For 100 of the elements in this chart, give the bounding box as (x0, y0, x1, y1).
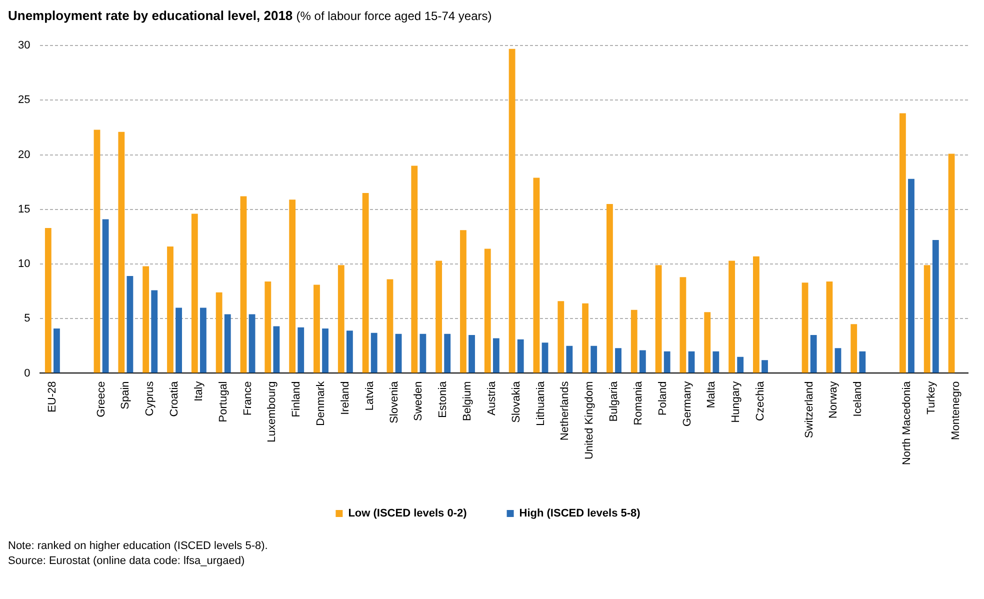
bar (752, 256, 760, 373)
bar (712, 351, 720, 373)
x-tick-label: Estonia (437, 380, 450, 418)
bar (615, 348, 622, 373)
bar (370, 332, 378, 373)
bar (322, 328, 328, 373)
x-tick-label: France (242, 381, 254, 416)
x-tick-label: Sweden (412, 381, 425, 421)
bar (118, 132, 125, 373)
bar (932, 240, 939, 373)
bar (762, 360, 768, 373)
bar (338, 265, 344, 373)
bar (655, 265, 662, 373)
y-tick-label: 15 (18, 203, 30, 216)
bar (44, 228, 52, 373)
bar (680, 277, 686, 373)
y-tick-label: 20 (18, 148, 30, 161)
bar (362, 193, 369, 373)
y-tick-label: 30 (18, 40, 30, 52)
bar (142, 266, 150, 373)
x-tick-label: Poland (656, 381, 669, 416)
bar (126, 276, 134, 373)
bar (460, 230, 466, 373)
bar (273, 326, 280, 373)
bar (314, 284, 320, 373)
chart-subtitle: (% of labour force aged 15-74 years) (296, 9, 492, 23)
bar (639, 350, 646, 373)
bar (224, 314, 231, 373)
bar (533, 178, 540, 373)
bar (386, 279, 394, 373)
bar (664, 351, 670, 373)
x-tick-label: Denmark (315, 380, 328, 426)
bar (248, 314, 256, 373)
bar (264, 281, 272, 373)
legend-label: Low (ISCED levels 0-2) (348, 508, 468, 520)
bar (298, 327, 304, 373)
x-tick-label: North Macedonia (900, 380, 913, 466)
bar (802, 282, 808, 373)
y-tick-label: 25 (18, 94, 30, 106)
bar (948, 154, 955, 373)
x-tick-label: Luxembourg (266, 381, 278, 442)
bar (216, 292, 222, 373)
bar (704, 312, 711, 373)
bar (728, 260, 735, 373)
x-tick-label: Lithuania (534, 380, 547, 426)
bar (558, 301, 564, 373)
bar (411, 166, 418, 373)
x-tick-label: Hungary (730, 380, 742, 423)
bar (566, 346, 573, 373)
bar (436, 260, 442, 373)
bar (834, 348, 842, 373)
bar (908, 178, 914, 373)
bar (484, 248, 491, 373)
x-tick-label: Portugal (217, 381, 230, 422)
bar (289, 200, 296, 373)
bar (859, 351, 866, 373)
bar (420, 334, 426, 373)
bar (826, 281, 833, 373)
x-tick-label: Romania (632, 380, 644, 426)
bar (54, 328, 60, 373)
x-tick-label: Turkey (925, 380, 938, 414)
x-tick-label: Austria (486, 380, 498, 416)
legend-label: High (ISCED levels 5-8) (519, 508, 641, 520)
bar (924, 265, 930, 373)
x-tick-label: Netherlands (559, 380, 572, 441)
y-tick-label: 5 (24, 312, 30, 325)
x-tick-label: Italy (192, 380, 205, 402)
x-tick-label: Bulgaria (608, 380, 620, 422)
x-tick-label: Iceland (852, 381, 864, 417)
x-tick-label: Greece (95, 381, 108, 418)
x-tick-label: Czechia (754, 380, 767, 421)
bar (590, 346, 598, 373)
bar (151, 290, 158, 373)
bar (468, 335, 475, 373)
x-tick-label: Cyprus (144, 380, 156, 416)
x-tick-label: Slovenia (388, 380, 400, 424)
bar (630, 310, 638, 373)
source-note: Source: Eurostat (online data code: lfsa_urgaed) (8, 554, 246, 569)
bar (395, 334, 402, 373)
x-tick-label: United Kingdom (584, 381, 596, 460)
x-tick-label: Switzerland (803, 381, 816, 438)
x-tick-label: Spain (120, 381, 132, 410)
bar (899, 113, 906, 373)
bar (850, 324, 858, 373)
x-tick-label: EU-28 (46, 381, 58, 412)
x-tick-label: Ireland (339, 381, 352, 415)
x-tick-label: Germany (681, 380, 694, 426)
bar (176, 308, 182, 373)
bar (737, 356, 744, 373)
x-tick-label: Slovakia (510, 380, 522, 423)
bar (492, 338, 500, 373)
chart-title: Unemployment rate by educational level, 2018 (8, 8, 293, 23)
bar (444, 334, 451, 373)
bar (102, 219, 109, 373)
bar (688, 351, 695, 373)
bar (542, 342, 548, 373)
bar (94, 130, 100, 373)
bar (606, 204, 613, 373)
bar (517, 339, 524, 373)
bar (582, 303, 588, 373)
